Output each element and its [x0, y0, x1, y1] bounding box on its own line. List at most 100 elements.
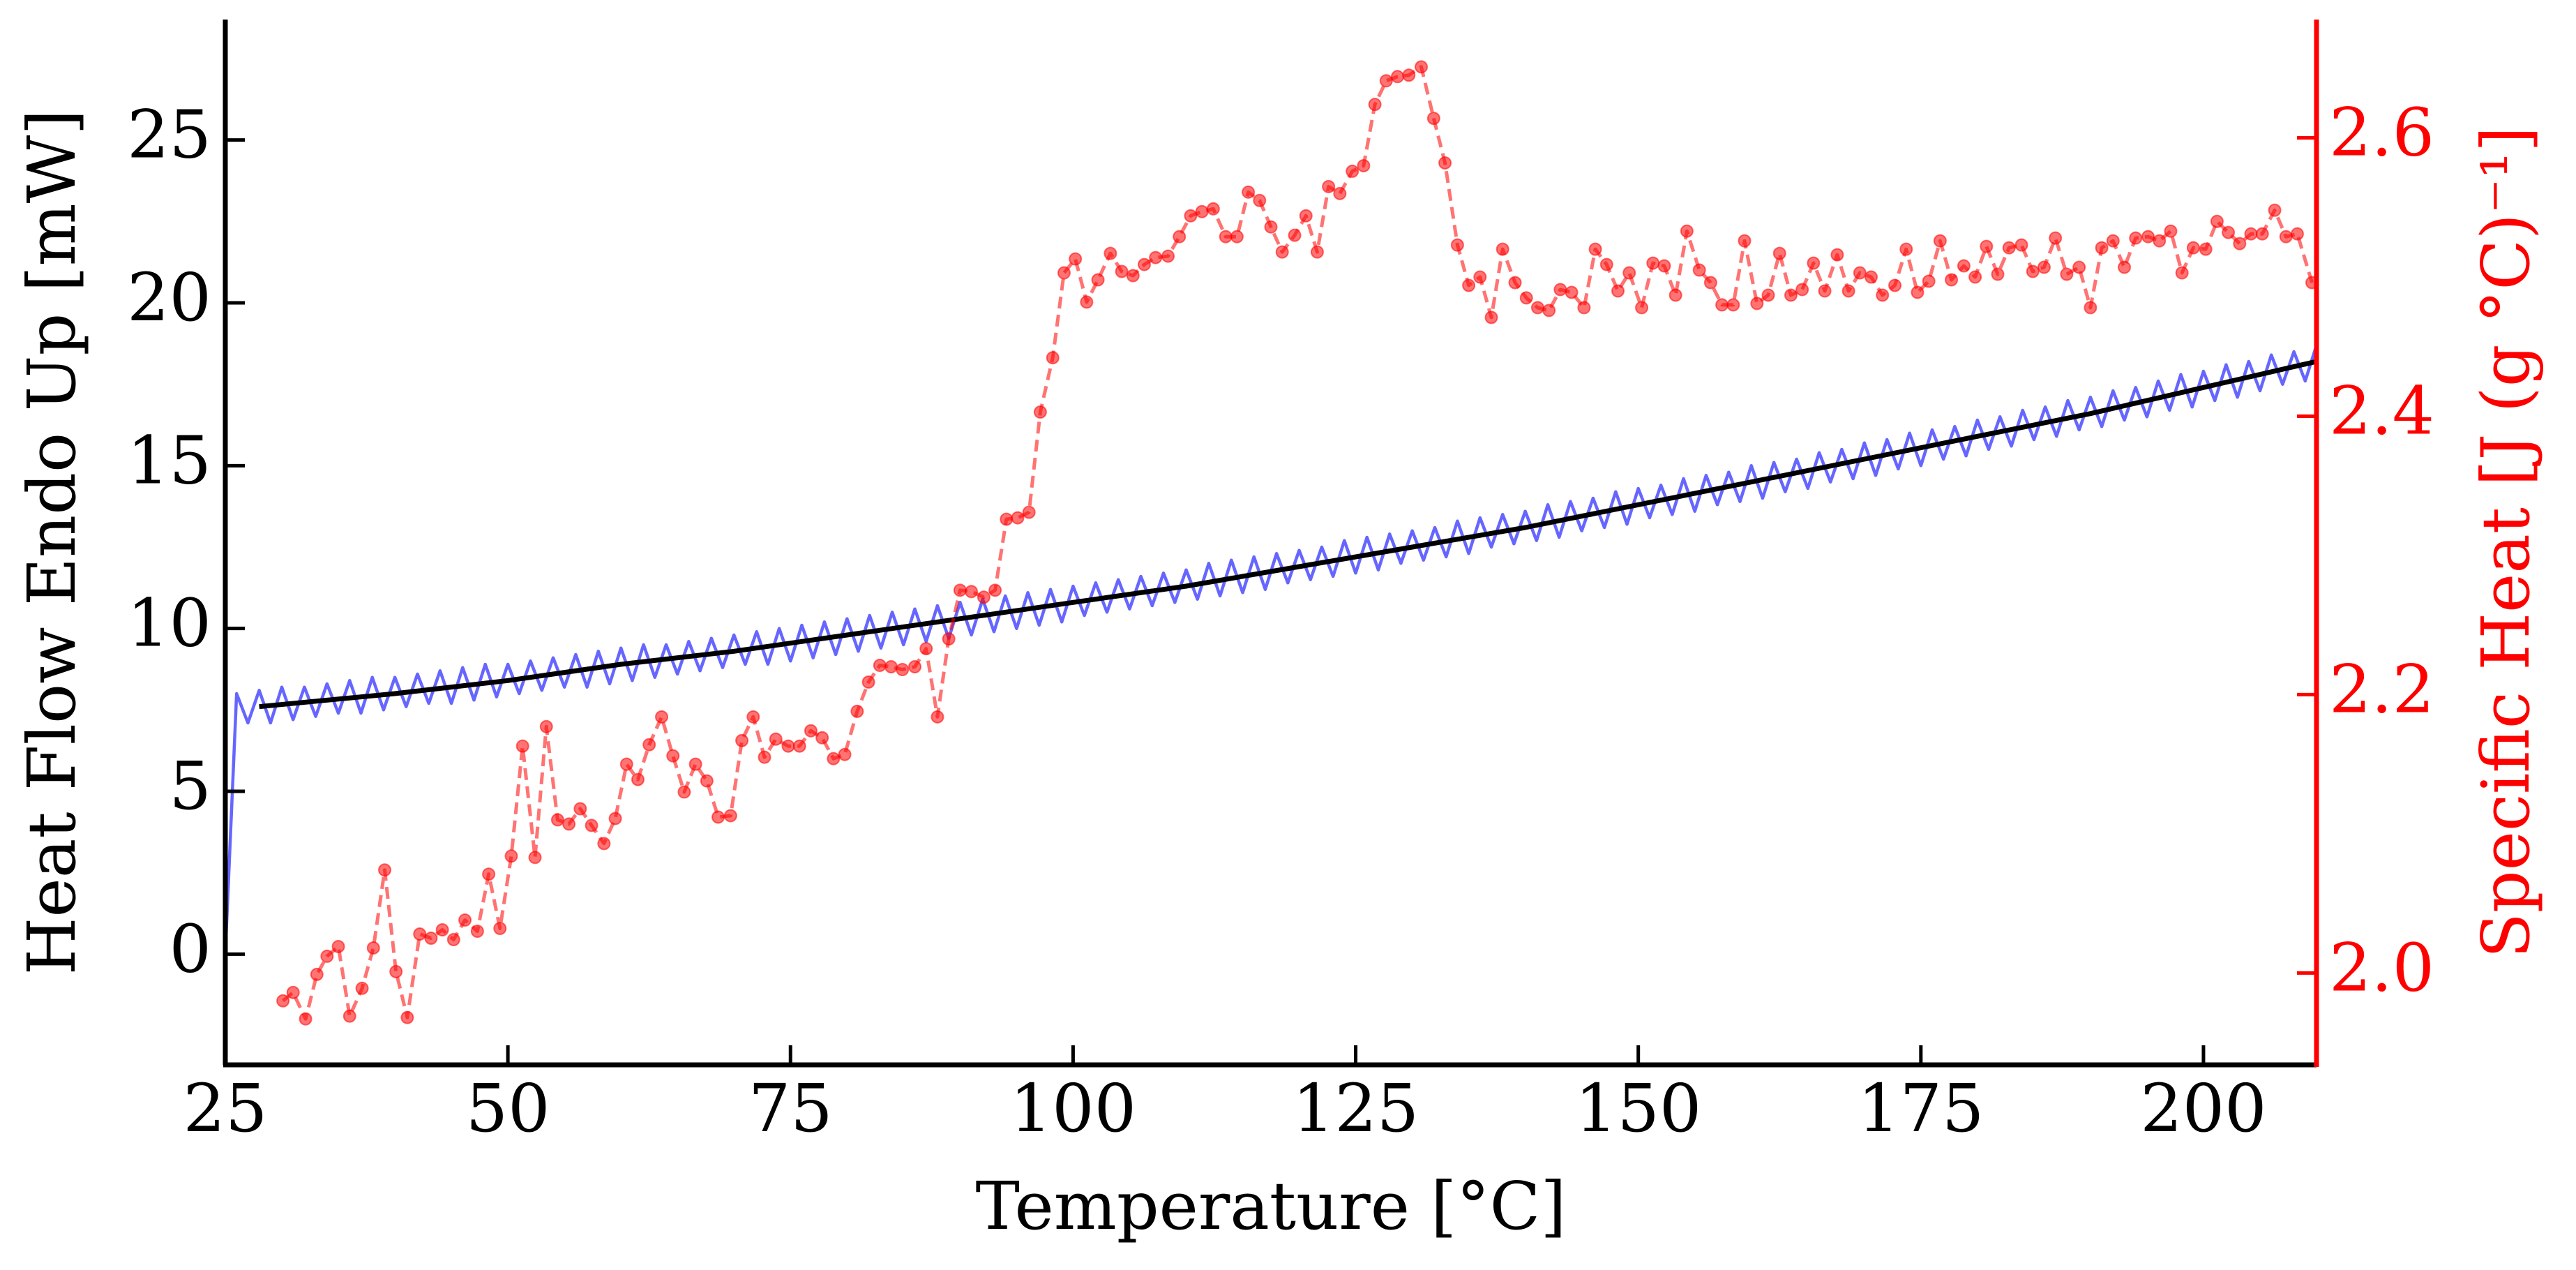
series-line [259, 359, 2317, 710]
data-point [424, 931, 438, 945]
x-tick-label: 75 [748, 1070, 833, 1147]
data-point [815, 731, 829, 745]
data-point [1818, 284, 1832, 298]
data-point [2153, 234, 2167, 248]
x-tick-label: 200 [2140, 1070, 2266, 1147]
data-point [1046, 351, 1060, 365]
data-point [342, 1009, 356, 1023]
data-point [458, 913, 472, 927]
data-point [1588, 242, 1602, 256]
data-point [1057, 266, 1071, 280]
data-point [804, 724, 818, 738]
data-point [1542, 304, 1556, 318]
x-tick-label: 175 [1858, 1070, 1984, 1147]
data-point [1426, 112, 1440, 126]
data-point [1530, 301, 1544, 315]
data-point [1750, 297, 1764, 311]
data-point [850, 704, 864, 718]
data-point [1657, 259, 1671, 273]
data-point [1357, 158, 1371, 172]
data-point [688, 757, 702, 771]
data-point [550, 813, 564, 827]
data-point [781, 739, 795, 753]
data-point [2141, 230, 2155, 244]
data-point [1830, 248, 1844, 262]
data-point [908, 660, 922, 674]
data-point [2186, 241, 2200, 255]
data-point [1784, 288, 1798, 302]
data-point [1772, 246, 1786, 260]
data-point [1011, 511, 1025, 525]
data-point [655, 710, 669, 724]
data-point [1173, 230, 1187, 244]
data-point [1841, 284, 1855, 298]
data-point [493, 922, 507, 936]
data-point [988, 583, 1002, 597]
data-point [1508, 276, 1522, 290]
data-point [619, 757, 633, 771]
data-point [884, 660, 898, 674]
data-point [677, 785, 691, 799]
data-point [482, 867, 496, 881]
data-point [2279, 230, 2293, 244]
data-point [1911, 285, 1925, 299]
data-point [1945, 273, 1959, 287]
data-point [1161, 249, 1175, 263]
y2-tick-label: 2.0 [2329, 929, 2434, 1006]
data-point [2164, 224, 2178, 238]
data-point [1761, 288, 1775, 302]
data-point [276, 994, 290, 1008]
data-point [389, 964, 403, 978]
data-point [1322, 179, 1336, 193]
data-point [2255, 227, 2269, 241]
data-point [1519, 291, 1533, 305]
data-point [1275, 245, 1289, 259]
data-point [942, 632, 956, 646]
data-point [1104, 246, 1117, 260]
y-tick-label: 15 [127, 422, 211, 499]
data-point [1807, 256, 1821, 270]
y2-tick-label: 2.4 [2329, 373, 2434, 449]
x-axis-label: Temperature [°C] [976, 1168, 1567, 1245]
data-point [1230, 230, 1244, 244]
y-tick-label: 5 [170, 748, 211, 825]
data-point [400, 1010, 414, 1024]
data-point [896, 663, 910, 677]
data-point [1462, 278, 1476, 292]
data-point [723, 809, 737, 823]
data-point [1957, 259, 1971, 273]
data-point [366, 941, 380, 955]
y2-axis-label: Specific Heat [J (g °C)⁻¹] [2468, 126, 2545, 959]
data-point [2233, 237, 2247, 251]
x-tick-label: 100 [1010, 1070, 1136, 1147]
data-point [1033, 405, 1047, 419]
x-tick-label: 25 [183, 1070, 268, 1147]
y-tick-label: 20 [127, 260, 211, 336]
y-tick-label: 0 [170, 911, 211, 987]
data-point [539, 719, 553, 733]
data-point [838, 747, 852, 761]
data-point [977, 590, 991, 604]
data-point [873, 659, 887, 673]
data-point [355, 981, 369, 995]
data-point [2095, 241, 2109, 255]
data-point [1000, 512, 1014, 526]
data-point [1299, 209, 1313, 223]
data-point [953, 583, 967, 597]
data-point [931, 710, 944, 724]
data-point [1991, 267, 2005, 281]
x-tick-label: 150 [1575, 1070, 1701, 1147]
data-point [2290, 227, 2304, 241]
data-point [446, 932, 460, 946]
data-point [1496, 242, 1509, 256]
data-point [2305, 276, 2317, 290]
data-point [1980, 239, 1994, 253]
data-point [2118, 260, 2132, 274]
data-point [1669, 288, 1682, 302]
data-point [1680, 224, 1694, 238]
data-point [735, 733, 749, 747]
data-point [1726, 298, 1740, 312]
data-point [1149, 251, 1163, 264]
data-point [1264, 220, 1278, 234]
